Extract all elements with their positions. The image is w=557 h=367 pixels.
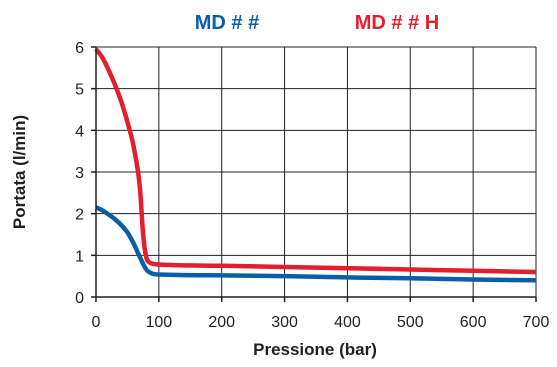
x-tick-label-400: 400 [334,314,361,331]
x-tick-label-100: 100 [146,314,173,331]
y-tick-label-0: 0 [75,290,84,307]
tick-labels: 0 1 2 3 4 5 6 0 100 200 300 400 500 600 700 [75,40,549,331]
y-tick-label-6: 6 [75,40,84,57]
y-tick-label-2: 2 [75,207,84,224]
y-tick-label-3: 3 [75,165,84,182]
axes [91,46,537,302]
series-line-md-h [94,47,537,275]
x-tick-label-300: 300 [271,314,298,331]
x-tick-label-0: 0 [92,314,101,331]
y-tick-label-5: 5 [75,82,84,99]
legend-entry-md-h: MD # # H [355,12,439,34]
x-tick-label-600: 600 [460,314,487,331]
y-tick-label-1: 1 [75,248,84,265]
y-axis-title: Portata (l/min) [10,115,29,229]
series-lines [94,47,537,283]
legend-entry-md: MD # # [195,12,259,34]
x-axis-title: Pressione (bar) [253,340,377,359]
x-tick-label-200: 200 [208,314,235,331]
x-tick-label-500: 500 [397,314,424,331]
y-tick-label-4: 4 [75,123,84,140]
grid [96,46,537,297]
x-tick-label-700: 700 [523,314,550,331]
series-line-md [95,205,537,283]
